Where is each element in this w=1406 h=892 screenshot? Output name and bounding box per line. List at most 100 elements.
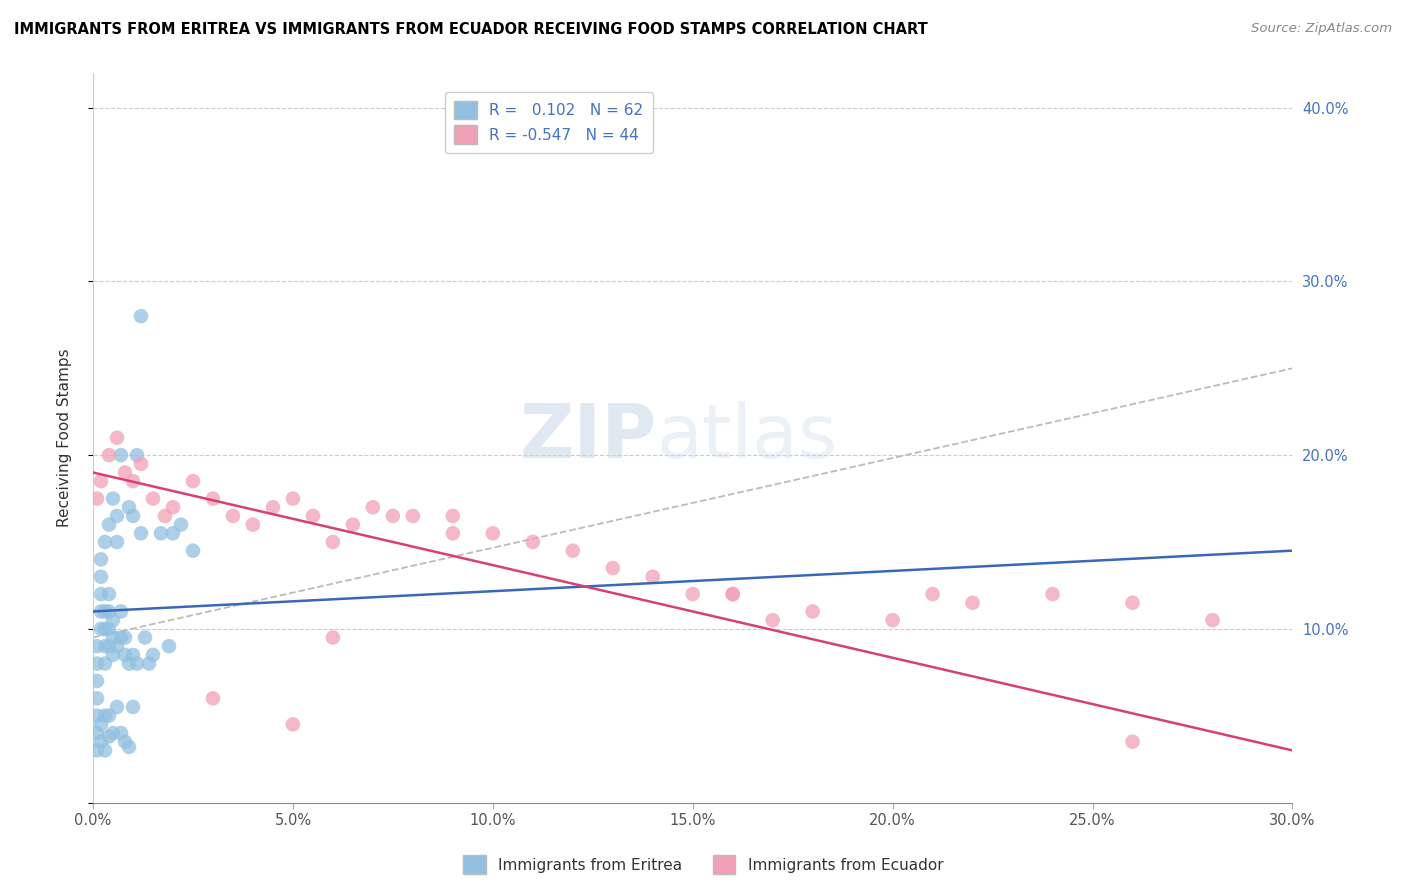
Point [110, 726, 132, 740]
Point [381, 508, 404, 523]
Point [114, 735, 136, 749]
Point [114, 648, 136, 662]
Point [98, 639, 121, 653]
Point [222, 508, 245, 523]
Point [162, 500, 184, 515]
Point [86, 691, 108, 706]
Point [98, 730, 121, 744]
Point [105, 535, 128, 549]
Point [94, 743, 117, 757]
Point [129, 457, 152, 471]
Point [90, 717, 112, 731]
Point [98, 587, 121, 601]
Point [162, 526, 184, 541]
Point [110, 631, 132, 645]
Legend: Immigrants from Eritrea, Immigrants from Ecuador: Immigrants from Eritrea, Immigrants from… [457, 849, 949, 880]
Point [402, 508, 425, 523]
Point [101, 631, 124, 645]
Point [110, 448, 132, 462]
Point [1122, 596, 1144, 610]
Point [105, 639, 128, 653]
Point [129, 526, 152, 541]
Point [122, 474, 145, 488]
Point [105, 431, 128, 445]
Point [201, 691, 224, 706]
Point [98, 622, 121, 636]
Point [921, 587, 943, 601]
Point [281, 491, 304, 506]
Point [101, 648, 124, 662]
Point [561, 543, 583, 558]
Text: IMMIGRANTS FROM ERITREA VS IMMIGRANTS FROM ECUADOR RECEIVING FOOD STAMPS CORRELA: IMMIGRANTS FROM ERITREA VS IMMIGRANTS FR… [14, 22, 928, 37]
Point [98, 708, 121, 723]
Point [721, 587, 744, 601]
Point [482, 526, 505, 541]
Point [181, 474, 204, 488]
Point [157, 639, 180, 653]
Point [125, 657, 148, 671]
Point [522, 535, 544, 549]
Legend: R =   0.102   N = 62, R = -0.547   N = 44: R = 0.102 N = 62, R = -0.547 N = 44 [446, 92, 652, 153]
Point [262, 500, 284, 515]
Point [86, 673, 108, 688]
Point [86, 726, 108, 740]
Point [201, 491, 224, 506]
Point [281, 717, 304, 731]
Point [98, 604, 121, 618]
Point [90, 604, 112, 618]
Point [441, 526, 464, 541]
Point [1042, 587, 1064, 601]
Point [1201, 613, 1223, 627]
Point [90, 474, 112, 488]
Point [1122, 735, 1144, 749]
Point [90, 622, 112, 636]
Point [86, 657, 108, 671]
Point [361, 500, 384, 515]
Point [110, 604, 132, 618]
Point [122, 648, 145, 662]
Point [441, 508, 464, 523]
Y-axis label: Receiving Food Stamps: Receiving Food Stamps [58, 349, 72, 527]
Point [322, 631, 344, 645]
Text: ZIP: ZIP [519, 401, 657, 475]
Point [86, 639, 108, 653]
Point [242, 517, 264, 532]
Point [882, 613, 904, 627]
Point [129, 309, 152, 323]
Point [962, 596, 984, 610]
Point [302, 508, 325, 523]
Point [134, 631, 156, 645]
Point [721, 587, 744, 601]
Point [153, 508, 176, 523]
Point [122, 700, 145, 714]
Point [342, 517, 364, 532]
Point [142, 648, 165, 662]
Point [138, 657, 160, 671]
Point [94, 622, 117, 636]
Point [181, 543, 204, 558]
Point [86, 743, 108, 757]
Point [105, 700, 128, 714]
Point [90, 570, 112, 584]
Point [114, 466, 136, 480]
Point [125, 448, 148, 462]
Point [90, 587, 112, 601]
Point [122, 508, 145, 523]
Point [86, 491, 108, 506]
Point [101, 491, 124, 506]
Point [142, 491, 165, 506]
Point [801, 604, 824, 618]
Point [118, 500, 141, 515]
Point [94, 657, 117, 671]
Point [101, 726, 124, 740]
Point [105, 508, 128, 523]
Point [149, 526, 172, 541]
Point [86, 708, 108, 723]
Point [98, 448, 121, 462]
Point [170, 517, 193, 532]
Point [90, 552, 112, 566]
Point [641, 570, 664, 584]
Point [682, 587, 704, 601]
Point [94, 639, 117, 653]
Text: Source: ZipAtlas.com: Source: ZipAtlas.com [1251, 22, 1392, 36]
